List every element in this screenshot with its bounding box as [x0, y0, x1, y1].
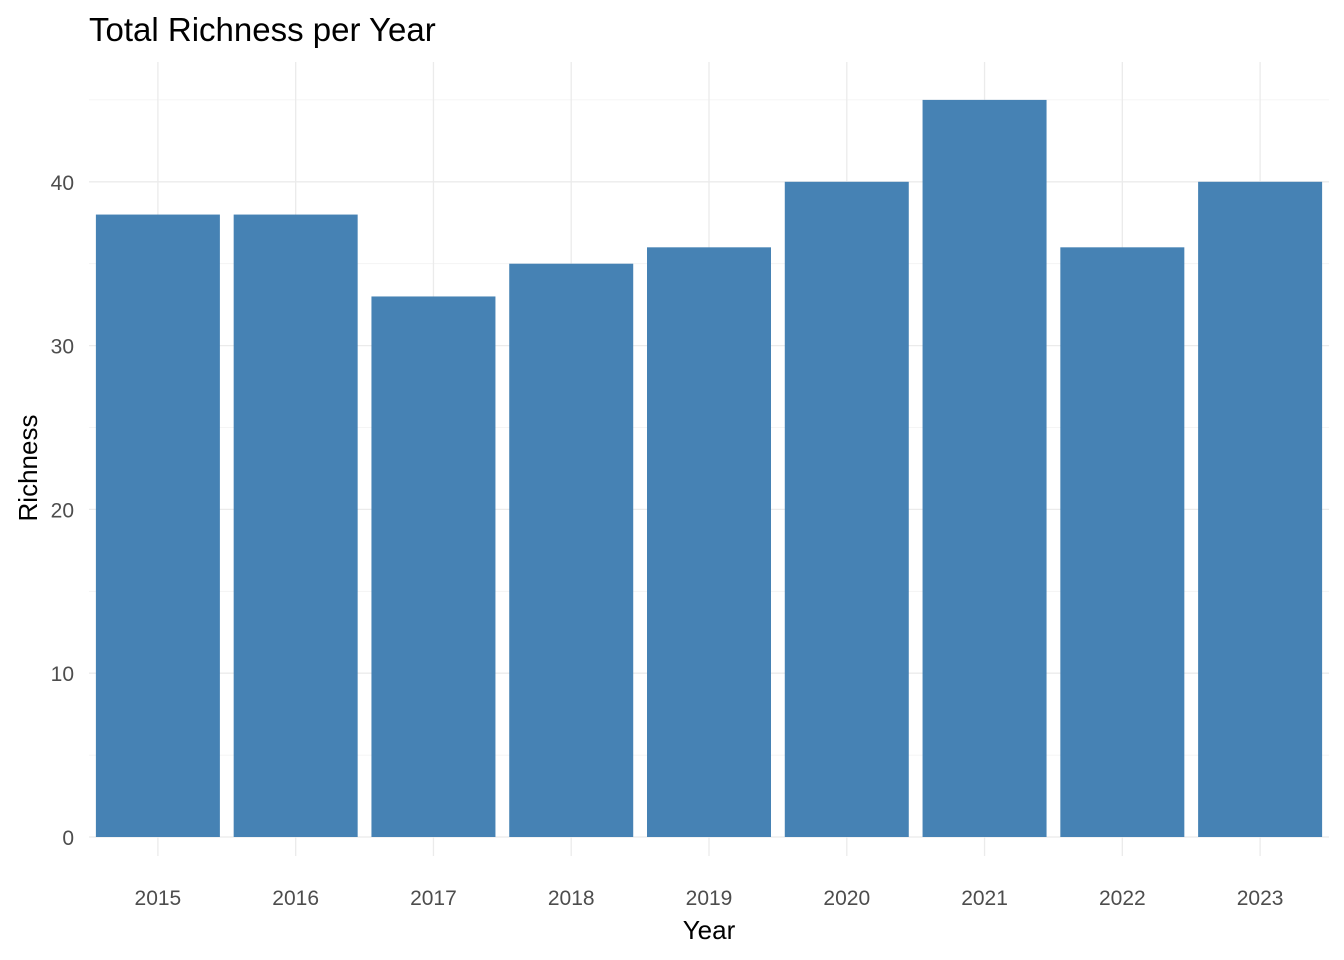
- bars: [95, 99, 1323, 838]
- bar-2020: [784, 181, 909, 838]
- y-axis-title: Richness: [13, 415, 43, 522]
- y-tick-label: 30: [51, 336, 74, 359]
- bar-2019: [647, 247, 771, 837]
- x-axis-ticks: 2015 2016 2017 2018 2019 2020 2021 2022 2023: [135, 887, 1284, 910]
- x-tick-label: 2022: [1099, 887, 1146, 910]
- x-tick-label: 2017: [410, 887, 457, 910]
- y-tick-label: 0: [62, 827, 74, 850]
- x-tick-label: 2016: [272, 887, 319, 910]
- x-axis-title: Year: [683, 915, 736, 945]
- bar-2022: [1060, 247, 1185, 837]
- x-tick-label: 2021: [961, 887, 1008, 910]
- x-tick-label: 2020: [823, 887, 870, 910]
- y-tick-label: 10: [51, 663, 74, 686]
- y-tick-label: 40: [51, 172, 74, 195]
- x-tick-label: 2015: [135, 887, 182, 910]
- x-tick-label: 2023: [1237, 887, 1284, 910]
- bar-2021: [922, 99, 1047, 837]
- x-tick-label: 2018: [548, 887, 595, 910]
- y-axis-ticks: 0 10 20 30 40: [51, 172, 74, 850]
- chart-title: Total Richness per Year: [89, 11, 436, 48]
- bar-2023: [1198, 181, 1323, 838]
- x-tick-label: 2019: [686, 887, 733, 910]
- y-tick-label: 20: [51, 499, 74, 522]
- bar-2015: [95, 214, 220, 837]
- bar-2016: [233, 214, 358, 837]
- bar-2018: [509, 263, 634, 837]
- bar-2017: [371, 296, 496, 838]
